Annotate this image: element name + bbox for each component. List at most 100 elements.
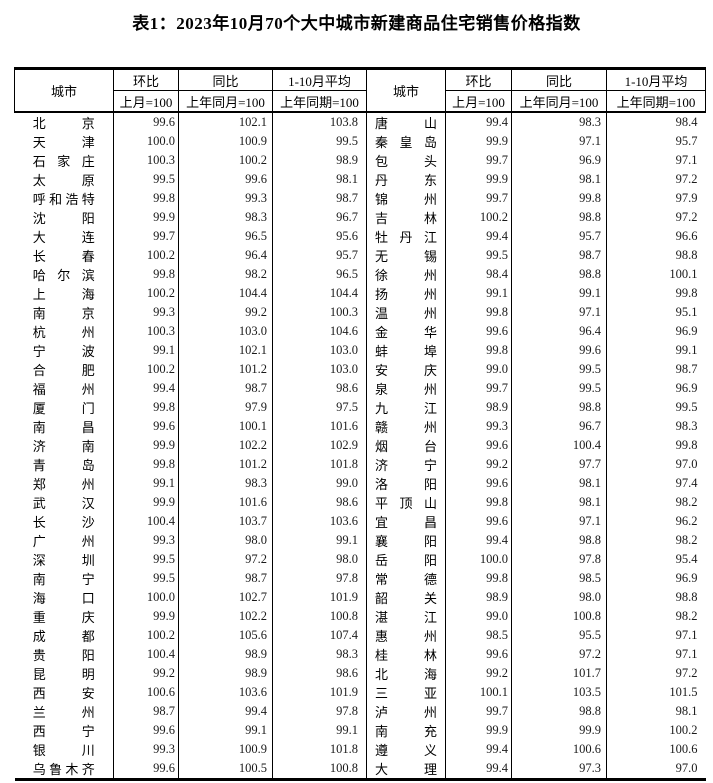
table-row: 南宁 99.5 98.7 97.8 常德 99.8 98.5 96.9 [14, 569, 706, 588]
city-cell: 洛阳 [366, 474, 446, 493]
value-cell: 97.9 [606, 189, 706, 208]
city-cell: 蚌埠 [366, 341, 446, 360]
value-cell: 96.2 [606, 512, 706, 531]
value-cell: 100.2 [606, 721, 706, 740]
table-row: 太原 99.5 99.6 98.1 丹东 99.9 98.1 97.2 [14, 170, 706, 189]
value-cell: 95.7 [272, 246, 367, 265]
value-cell: 99.6 [445, 322, 512, 341]
city-name: 石家庄 [32, 154, 95, 169]
value-cell: 100.3 [113, 151, 179, 170]
value-cell: 100.1 [178, 417, 273, 436]
city-name: 西安 [32, 686, 95, 701]
value-cell: 98.8 [606, 588, 706, 607]
city-name: 赣州 [375, 420, 437, 435]
city-cell: 沈阳 [14, 208, 114, 227]
header-yoy-base-left: 上年同月=100 [178, 90, 273, 113]
city-name: 呼和浩特 [32, 192, 95, 207]
city-cell: 安庆 [366, 360, 446, 379]
value-cell: 99.5 [113, 170, 179, 189]
city-cell: 遵义 [366, 740, 446, 759]
city-cell: 郑州 [14, 474, 114, 493]
value-cell: 107.4 [272, 626, 367, 645]
value-cell: 98.1 [606, 702, 706, 721]
header-yoy-left: 同比 [178, 67, 273, 91]
table-row: 厦门 99.8 97.9 97.5 九江 98.9 98.8 99.5 [14, 398, 706, 417]
city-name: 济南 [32, 439, 95, 454]
city-cell: 金华 [366, 322, 446, 341]
city-name: 昆明 [32, 667, 95, 682]
city-name: 广州 [32, 534, 95, 549]
value-cell: 102.2 [178, 607, 273, 626]
value-cell: 100.8 [272, 759, 367, 781]
value-cell: 97.1 [606, 645, 706, 664]
value-cell: 98.9 [178, 645, 273, 664]
value-cell: 97.2 [178, 550, 273, 569]
header-mom-right: 环比 [445, 67, 512, 91]
value-cell: 103.6 [272, 512, 367, 531]
value-cell: 96.7 [272, 208, 367, 227]
value-cell: 98.9 [445, 588, 512, 607]
value-cell: 96.5 [272, 265, 367, 284]
city-name: 唐山 [375, 116, 437, 131]
city-cell: 长沙 [14, 512, 114, 531]
header-mom-base-left: 上月=100 [113, 90, 179, 113]
value-cell: 99.2 [178, 303, 273, 322]
city-cell: 南京 [14, 303, 114, 322]
city-name: 北海 [375, 667, 437, 682]
value-cell: 99.8 [113, 265, 179, 284]
city-name: 厦门 [32, 401, 95, 416]
value-cell: 98.7 [178, 569, 273, 588]
value-cell: 100.2 [445, 208, 512, 227]
city-cell: 宜昌 [366, 512, 446, 531]
header-yoy-base-right: 上年同月=100 [511, 90, 607, 113]
header-row-2: 上月=100 上年同月=100 上年同期=100 上月=100 上年同月=100… [15, 90, 706, 113]
value-cell: 96.9 [606, 569, 706, 588]
city-cell: 惠州 [366, 626, 446, 645]
table-row: 天津 100.0 100.9 99.5 秦皇岛 99.9 97.1 95.7 [14, 132, 706, 151]
value-cell: 99.5 [606, 398, 706, 417]
value-cell: 102.9 [272, 436, 367, 455]
value-cell: 99.8 [445, 341, 512, 360]
city-cell: 平顶山 [366, 493, 446, 512]
value-cell: 98.8 [511, 265, 607, 284]
value-cell: 99.4 [445, 112, 512, 132]
value-cell: 100.2 [113, 284, 179, 303]
value-cell: 99.9 [445, 170, 512, 189]
city-cell: 石家庄 [14, 151, 114, 170]
table-row: 广州 99.3 98.0 99.1 襄阳 99.4 98.8 98.2 [14, 531, 706, 550]
value-cell: 99.3 [178, 189, 273, 208]
value-cell: 99.8 [113, 189, 179, 208]
value-cell: 97.2 [606, 664, 706, 683]
value-cell: 100.4 [113, 645, 179, 664]
price-index-table: 城市 环比 同比 1-10月平均 城市 环比 同比 1-10月平均 上月=100… [14, 67, 706, 781]
table-row: 福州 99.4 98.7 98.6 泉州 99.7 99.5 96.9 [14, 379, 706, 398]
value-cell: 99.1 [178, 721, 273, 740]
value-cell: 99.2 [113, 664, 179, 683]
value-cell: 98.3 [178, 208, 273, 227]
value-cell: 97.1 [606, 151, 706, 170]
value-cell: 99.8 [606, 436, 706, 455]
value-cell: 97.5 [272, 398, 367, 417]
value-cell: 98.4 [606, 112, 706, 132]
header-yoy-right: 同比 [511, 67, 607, 91]
value-cell: 99.6 [178, 170, 273, 189]
city-cell: 南昌 [14, 417, 114, 436]
value-cell: 100.2 [113, 626, 179, 645]
city-cell: 大连 [14, 227, 114, 246]
value-cell: 100.2 [113, 246, 179, 265]
city-name: 常德 [375, 572, 437, 587]
value-cell: 101.8 [272, 740, 367, 759]
city-cell: 长春 [14, 246, 114, 265]
city-name: 兰州 [32, 705, 95, 720]
city-cell: 济宁 [366, 455, 446, 474]
city-cell: 南充 [366, 721, 446, 740]
value-cell: 99.1 [272, 721, 367, 740]
header-avg-left: 1-10月平均 [272, 67, 367, 91]
city-cell: 太原 [14, 170, 114, 189]
value-cell: 98.6 [272, 664, 367, 683]
value-cell: 98.9 [178, 664, 273, 683]
value-cell: 95.7 [606, 132, 706, 151]
value-cell: 97.2 [511, 645, 607, 664]
city-cell: 杭州 [14, 322, 114, 341]
city-name: 南充 [375, 724, 437, 739]
